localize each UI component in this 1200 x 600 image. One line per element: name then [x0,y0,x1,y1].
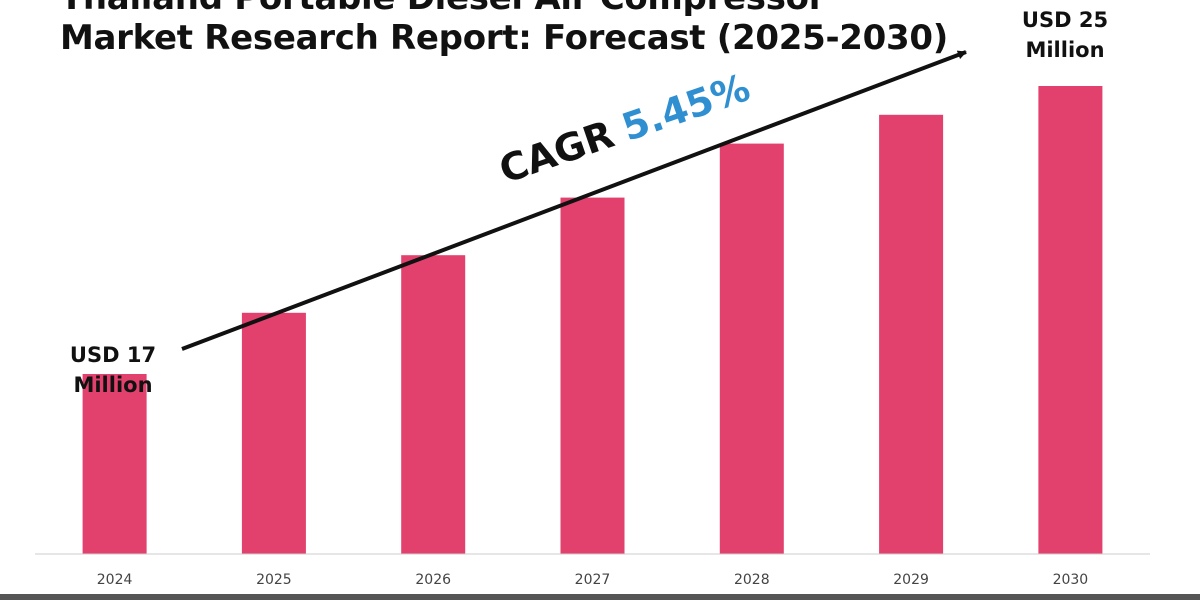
start-value-label: USD 17 Million [48,340,178,400]
bar-2027 [560,197,625,554]
end-value-unit: Million [1025,38,1105,62]
x-tick-label-2025: 2025 [256,572,292,588]
cagr-arrow [181,50,967,351]
start-value-unit: Million [73,373,153,397]
bar-2028 [719,143,784,554]
x-tick-label-2029: 2029 [893,572,929,588]
x-tick-label-2027: 2027 [575,572,611,588]
x-tick-label-2026: 2026 [415,572,451,588]
bar-2026 [401,255,466,554]
end-value-amount: USD 25 [1021,8,1109,32]
bar-2030 [1038,86,1103,554]
x-tick-label-2028: 2028 [734,572,770,588]
bars-group [82,86,1103,555]
bar-2024 [82,374,147,554]
end-value-label: USD 25 Million [1000,5,1130,65]
start-value-amount: USD 17 [69,343,157,367]
x-tick-labels-group: 2024 2025 2026 2027 2028 2029 2030 [97,572,1088,588]
bar-2029 [879,114,944,555]
x-tick-label-2024: 2024 [97,572,133,588]
chart-title: Thailand Portable Diesel Air Compressor … [60,0,948,58]
bar-2025 [241,312,306,554]
x-tick-label-2030: 2030 [1053,572,1089,588]
